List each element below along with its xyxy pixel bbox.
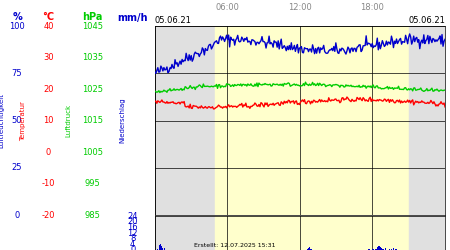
Text: °C: °C xyxy=(43,12,54,22)
Text: 75: 75 xyxy=(12,69,22,78)
Text: %: % xyxy=(12,12,22,22)
Bar xyxy=(215,26,409,215)
Bar xyxy=(311,249,312,250)
Bar xyxy=(162,248,163,250)
Bar xyxy=(307,249,308,250)
Bar xyxy=(381,248,382,250)
Bar xyxy=(155,216,215,250)
Bar xyxy=(215,216,409,250)
Text: 0: 0 xyxy=(46,148,51,156)
Bar xyxy=(391,248,392,250)
Text: Luftdruck: Luftdruck xyxy=(66,104,72,137)
Bar xyxy=(368,249,369,250)
Text: 1005: 1005 xyxy=(82,148,103,156)
Text: mm/h: mm/h xyxy=(117,12,148,22)
Bar xyxy=(369,249,370,250)
Bar xyxy=(377,247,378,250)
Bar xyxy=(373,249,374,250)
Text: 25: 25 xyxy=(12,163,22,172)
Bar xyxy=(393,248,394,250)
Text: 24: 24 xyxy=(127,212,138,221)
Text: Erstellt: 12.07.2025 15:31: Erstellt: 12.07.2025 15:31 xyxy=(194,243,275,248)
Bar xyxy=(382,248,383,250)
Bar xyxy=(396,249,397,250)
Text: 8: 8 xyxy=(130,234,135,243)
Text: 995: 995 xyxy=(85,179,100,188)
Bar xyxy=(383,249,384,250)
Text: 100: 100 xyxy=(9,22,25,31)
Text: 10: 10 xyxy=(43,116,54,125)
Text: 1015: 1015 xyxy=(82,116,103,125)
Bar xyxy=(308,248,309,250)
Text: -10: -10 xyxy=(42,179,55,188)
Bar xyxy=(385,248,386,250)
Text: 05.06.21: 05.06.21 xyxy=(408,16,445,25)
Text: 20: 20 xyxy=(127,217,138,226)
Text: 1045: 1045 xyxy=(82,22,103,31)
Bar xyxy=(309,247,310,250)
Text: 4: 4 xyxy=(130,240,135,249)
Bar xyxy=(161,246,162,250)
Bar xyxy=(389,249,390,250)
Text: 12:00: 12:00 xyxy=(288,4,312,13)
Bar xyxy=(380,247,381,250)
Text: 30: 30 xyxy=(43,53,54,62)
Text: 1035: 1035 xyxy=(82,53,103,62)
Text: 1025: 1025 xyxy=(82,85,103,94)
Bar xyxy=(409,216,445,250)
Text: 0: 0 xyxy=(130,246,135,250)
Text: 50: 50 xyxy=(12,116,22,125)
Text: -20: -20 xyxy=(42,210,55,220)
Bar xyxy=(409,26,445,215)
Bar xyxy=(159,245,160,250)
Text: 985: 985 xyxy=(84,210,100,220)
Bar xyxy=(375,249,376,250)
Text: 0: 0 xyxy=(14,210,20,220)
Text: Temperatur: Temperatur xyxy=(20,101,27,140)
Text: 12: 12 xyxy=(127,228,138,237)
Text: hPa: hPa xyxy=(82,12,103,22)
Bar xyxy=(372,249,373,250)
Bar xyxy=(160,244,162,250)
Text: 06:00: 06:00 xyxy=(216,4,239,13)
Text: Luftfeuchtigkeit: Luftfeuchtigkeit xyxy=(0,93,5,148)
Text: Niederschlag: Niederschlag xyxy=(119,98,126,144)
Bar xyxy=(395,248,396,250)
Bar xyxy=(378,246,379,250)
Bar xyxy=(155,26,215,215)
Text: 05.06.21: 05.06.21 xyxy=(155,16,192,25)
Bar xyxy=(379,246,380,250)
Text: 18:00: 18:00 xyxy=(360,4,384,13)
Text: 16: 16 xyxy=(127,223,138,232)
Bar xyxy=(164,248,166,250)
Text: 40: 40 xyxy=(43,22,54,31)
Bar xyxy=(376,248,377,250)
Bar xyxy=(310,248,311,250)
Text: 20: 20 xyxy=(43,85,54,94)
